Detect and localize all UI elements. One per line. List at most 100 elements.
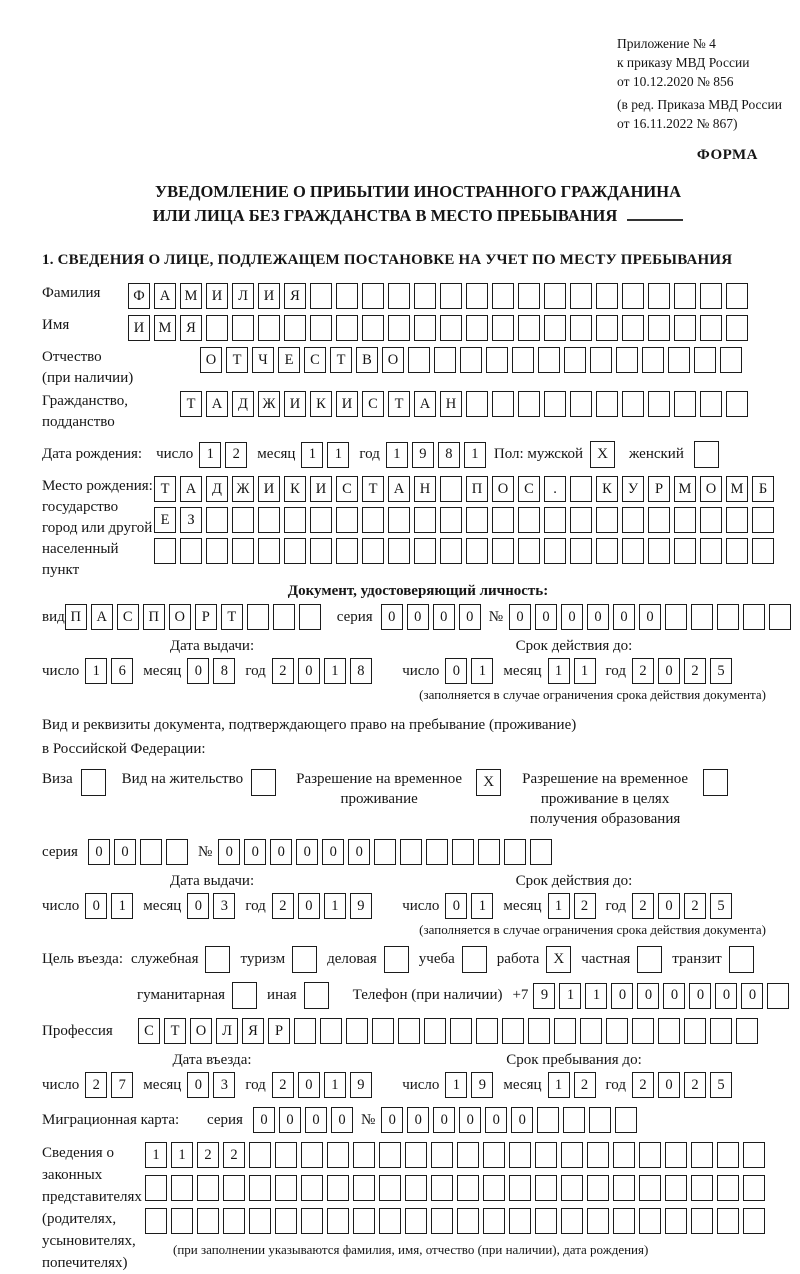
char-box[interactable] (596, 283, 618, 309)
char-box[interactable]: 0 (380, 604, 403, 630)
char-box[interactable] (405, 1208, 427, 1234)
option-checkbox[interactable] (728, 946, 754, 973)
char-box[interactable]: 0 (639, 604, 661, 630)
char-box[interactable]: Ч (252, 347, 274, 373)
char-box[interactable]: Д (232, 391, 254, 417)
char-box[interactable]: 0 (244, 839, 267, 865)
char-box[interactable] (518, 507, 540, 533)
char-box[interactable]: 0 (587, 604, 609, 630)
char-box[interactable] (180, 538, 202, 564)
char-box[interactable] (223, 1175, 245, 1201)
char-box[interactable]: С (116, 604, 139, 630)
option-checkbox[interactable] (637, 946, 663, 973)
char-box[interactable] (440, 283, 462, 309)
sex-female-checkbox[interactable] (693, 441, 719, 468)
char-box[interactable]: 0 (433, 1107, 456, 1133)
char-box[interactable]: О (200, 347, 222, 373)
char-box[interactable] (362, 507, 384, 533)
char-box[interactable] (466, 315, 488, 341)
char-box[interactable] (502, 1018, 524, 1044)
char-box[interactable] (570, 283, 592, 309)
char-box[interactable] (284, 507, 306, 533)
char-box[interactable] (632, 1018, 654, 1044)
char-box[interactable] (353, 1175, 375, 1201)
char-box[interactable]: 1 (323, 658, 346, 684)
char-box[interactable] (320, 1018, 342, 1044)
char-box[interactable] (587, 1175, 609, 1201)
char-box[interactable] (249, 1208, 271, 1234)
char-box[interactable] (374, 839, 397, 865)
char-box[interactable]: 0 (663, 982, 686, 1009)
char-box[interactable] (613, 1175, 635, 1201)
char-box[interactable] (206, 315, 228, 341)
char-box[interactable]: 5 (710, 893, 732, 919)
char-box[interactable]: 0 (445, 658, 468, 684)
char-box[interactable] (613, 1208, 635, 1234)
char-box[interactable] (249, 1175, 271, 1201)
char-box[interactable]: М (726, 476, 748, 502)
char-box[interactable]: П (466, 476, 488, 502)
char-box[interactable] (353, 1208, 375, 1234)
char-box[interactable]: И (128, 315, 150, 341)
char-box[interactable]: Л (216, 1018, 238, 1044)
char-box[interactable] (457, 1175, 479, 1201)
char-box[interactable] (616, 347, 638, 373)
char-box[interactable] (639, 1142, 661, 1168)
char-box[interactable] (674, 538, 696, 564)
char-box[interactable] (691, 1175, 713, 1201)
char-box[interactable]: 1 (559, 982, 582, 1009)
char-box[interactable] (700, 391, 722, 417)
char-box[interactable] (700, 283, 722, 309)
char-box[interactable] (518, 315, 540, 341)
char-box[interactable] (492, 538, 514, 564)
char-box[interactable] (486, 347, 508, 373)
char-box[interactable] (336, 283, 358, 309)
char-box[interactable] (570, 391, 592, 417)
char-box[interactable]: А (180, 476, 202, 502)
char-box[interactable] (564, 347, 586, 373)
char-box[interactable]: В (356, 347, 378, 373)
char-box[interactable]: 1 (385, 441, 408, 468)
char-box[interactable] (450, 1018, 472, 1044)
char-box[interactable]: 0 (535, 604, 557, 630)
char-box[interactable] (492, 283, 514, 309)
char-box[interactable]: Е (154, 507, 176, 533)
char-box[interactable]: 0 (322, 839, 345, 865)
char-box[interactable] (466, 283, 488, 309)
char-box[interactable] (310, 315, 332, 341)
char-box[interactable] (642, 347, 664, 373)
char-box[interactable] (590, 347, 612, 373)
char-box[interactable] (717, 1208, 739, 1234)
char-box[interactable] (563, 1107, 586, 1133)
char-box[interactable]: Е (278, 347, 300, 373)
char-box[interactable] (301, 1208, 323, 1234)
char-box[interactable] (298, 604, 321, 630)
char-box[interactable] (414, 283, 436, 309)
char-box[interactable]: 0 (297, 893, 320, 919)
char-box[interactable]: О (700, 476, 722, 502)
char-box[interactable]: М (674, 476, 696, 502)
char-box[interactable]: 2 (632, 893, 654, 919)
char-box[interactable] (414, 538, 436, 564)
char-box[interactable] (674, 507, 696, 533)
char-box[interactable]: 5 (710, 658, 732, 684)
char-box[interactable]: 1 (547, 1072, 570, 1098)
char-box[interactable]: 1 (85, 658, 108, 684)
char-box[interactable] (767, 982, 790, 1009)
char-box[interactable] (258, 507, 280, 533)
char-box[interactable] (483, 1142, 505, 1168)
char-box[interactable]: . (544, 476, 566, 502)
char-box[interactable] (700, 315, 722, 341)
char-box[interactable]: Ф (128, 283, 150, 309)
char-box[interactable] (275, 1142, 297, 1168)
char-box[interactable]: 2 (271, 658, 294, 684)
char-box[interactable] (197, 1208, 219, 1234)
char-box[interactable] (440, 507, 462, 533)
char-box[interactable] (570, 538, 592, 564)
char-box[interactable] (165, 839, 188, 865)
char-box[interactable]: 0 (407, 1107, 430, 1133)
char-box[interactable] (336, 315, 358, 341)
char-box[interactable] (726, 283, 748, 309)
char-box[interactable] (691, 604, 713, 630)
char-box[interactable] (388, 507, 410, 533)
